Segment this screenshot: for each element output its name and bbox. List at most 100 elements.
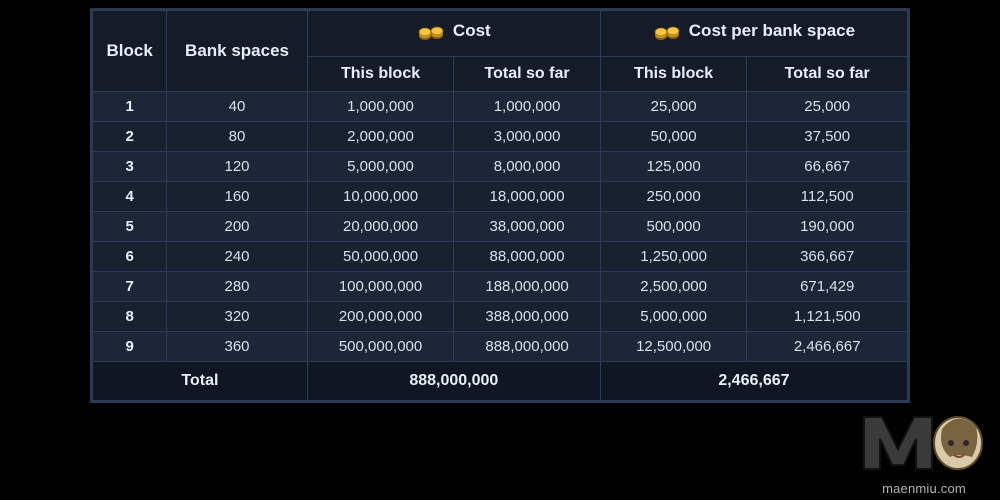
table-row: 2 80 2,000,000 3,000,000 50,000 37,500 (93, 122, 908, 152)
cell-cost_total-text: 188,000,000 (485, 278, 568, 295)
cell-cost_this: 10,000,000 (307, 182, 454, 212)
cell-psb_total-text: 25,000 (804, 98, 850, 115)
footer-psb-total-text: 2,466,667 (718, 372, 789, 389)
table-row: 520020,000,00038,000,000500,000190,000 (93, 212, 908, 242)
cell-psb_total: 671,429 (747, 272, 908, 302)
col-psb-total-label: Total so far (785, 65, 870, 82)
cell-cost_this: 200,000,000 (307, 302, 454, 332)
table-header: Block Bank spaces (93, 11, 908, 92)
cell-psb_this: 5,000,000 (600, 302, 747, 332)
cell-psb_total-text: 2,466,667 (794, 338, 861, 355)
cell-cost_total-text: 18,000,000 (490, 188, 565, 205)
cell-block: 3 (93, 152, 167, 182)
cell-cost_total-text: 8,000,000 (494, 158, 561, 175)
cell-block-text: 3 (125, 158, 133, 175)
cell-cost_this-text: 10,000,000 (343, 188, 418, 205)
cell-block: 9 (93, 332, 167, 362)
cell-cost_this-text: 20,000,000 (343, 218, 418, 235)
cell-cost_total: 88,000,000 (454, 242, 601, 272)
cell-cost_total: 1,000,000 (454, 92, 601, 122)
cell-cost_this-text: 200,000,000 (339, 308, 422, 325)
coins-icon (653, 21, 681, 41)
col-block: Block (93, 11, 167, 92)
cell-cost_this: 50,000,000 (307, 242, 454, 272)
cell-cost_total: 3,000,000 (454, 122, 601, 152)
cell-cost_total: 8,000,000 (454, 152, 601, 182)
col-psb-this: This block (600, 57, 747, 92)
cell-psb_total: 2,466,667 (747, 332, 908, 362)
stage: Block Bank spaces (0, 0, 1000, 500)
cell-cost_total: 888,000,000 (454, 332, 601, 362)
cell-psb_total: 1,121,500 (747, 302, 908, 332)
col-psb-this-label: This block (634, 65, 713, 82)
cell-block-text: 2 (125, 128, 133, 145)
cell-cost_this: 100,000,000 (307, 272, 454, 302)
cell-psb_this-text: 500,000 (646, 218, 700, 235)
watermark-logo-icon (854, 399, 994, 479)
table-row: 1401,000,0001,000,00025,00025,000 (93, 92, 908, 122)
cell-cost_total-text: 88,000,000 (490, 248, 565, 265)
bank-cost-table: Block Bank spaces (92, 10, 908, 401)
cell-cost_total: 38,000,000 (454, 212, 601, 242)
cell-cost_total-text: 1,000,000 (494, 98, 561, 115)
coins-icon (417, 21, 445, 41)
cell-psb_this-text: 5,000,000 (640, 308, 707, 325)
cell-cost_this-text: 50,000,000 (343, 248, 418, 265)
cell-block-text: 7 (125, 278, 133, 295)
cell-block: 6 (93, 242, 167, 272)
cell-psb_this-text: 2,500,000 (640, 278, 707, 295)
col-cost-this-label: This block (341, 65, 420, 82)
cell-psb_this: 25,000 (600, 92, 747, 122)
cell-bank_spaces-text: 120 (225, 158, 250, 175)
footer-cost-total-text: 888,000,000 (409, 372, 498, 389)
cell-cost_this-text: 500,000,000 (339, 338, 422, 355)
col-bank-spaces: Bank spaces (167, 11, 308, 92)
cell-cost_total-text: 888,000,000 (485, 338, 568, 355)
cell-block: 8 (93, 302, 167, 332)
cell-psb_this: 1,250,000 (600, 242, 747, 272)
footer-label: Total (93, 362, 308, 401)
cell-psb_total-text: 1,121,500 (794, 308, 861, 325)
table-row: 8320200,000,000388,000,0005,000,0001,121… (93, 302, 908, 332)
cell-bank_spaces-text: 160 (225, 188, 250, 205)
cell-psb_this-text: 25,000 (651, 98, 697, 115)
table-row: 6240 50,000,000 88,000,000 1,250,000366,667 (93, 242, 908, 272)
cell-cost_this-text: 5,000,000 (347, 158, 414, 175)
cell-cost_total-text: 3,000,000 (494, 128, 561, 145)
cell-psb_total-text: 37,500 (804, 128, 850, 145)
cell-psb_total: 37,500 (747, 122, 908, 152)
cell-bank_spaces: 40 (167, 92, 308, 122)
cell-psb_this: 250,000 (600, 182, 747, 212)
cell-bank_spaces-text: 80 (229, 128, 246, 145)
cell-psb_this: 12,500,000 (600, 332, 747, 362)
cell-cost_total-text: 388,000,000 (485, 308, 568, 325)
col-group-cost-label: Cost (453, 21, 491, 41)
cell-psb_total-text: 671,429 (800, 278, 854, 295)
cell-cost_this-text: 2,000,000 (347, 128, 414, 145)
table-row: 9 360 500,000,000 888,000,000 12,500,000 2,46… (93, 332, 908, 362)
footer-psb-total: 2,466,667 (600, 362, 907, 401)
cell-bank_spaces: 160 (167, 182, 308, 212)
cell-psb_total-text: 66,667 (804, 158, 850, 175)
table-panel: Block Bank spaces (90, 8, 910, 403)
cell-block-text: 9 (125, 338, 133, 355)
cell-cost_this: 20,000,000 (307, 212, 454, 242)
cell-bank_spaces-text: 40 (229, 98, 246, 115)
cell-bank_spaces: 360 (167, 332, 308, 362)
cell-psb_this-text: 12,500,000 (636, 338, 711, 355)
watermark-url: maenmiu.com (882, 481, 966, 496)
col-group-per-space: Cost per bank space (600, 11, 907, 57)
cell-psb_total: 66,667 (747, 152, 908, 182)
cell-block: 7 (93, 272, 167, 302)
cell-psb_total: 112,500 (747, 182, 908, 212)
cell-psb_this-text: 250,000 (646, 188, 700, 205)
watermark: maenmiu.com (854, 399, 994, 496)
footer-cost-total: 888,000,000 (307, 362, 600, 401)
cell-bank_spaces: 240 (167, 242, 308, 272)
table-body: 1401,000,0001,000,00025,00025,0002802,00… (93, 92, 908, 362)
cell-psb_total-text: 112,500 (801, 188, 854, 205)
cell-psb_this-text: 50,000 (651, 128, 697, 145)
cell-cost_this-text: 1,000,000 (347, 98, 414, 115)
cell-psb_total: 366,667 (747, 242, 908, 272)
cell-psb_this: 125,000 (600, 152, 747, 182)
